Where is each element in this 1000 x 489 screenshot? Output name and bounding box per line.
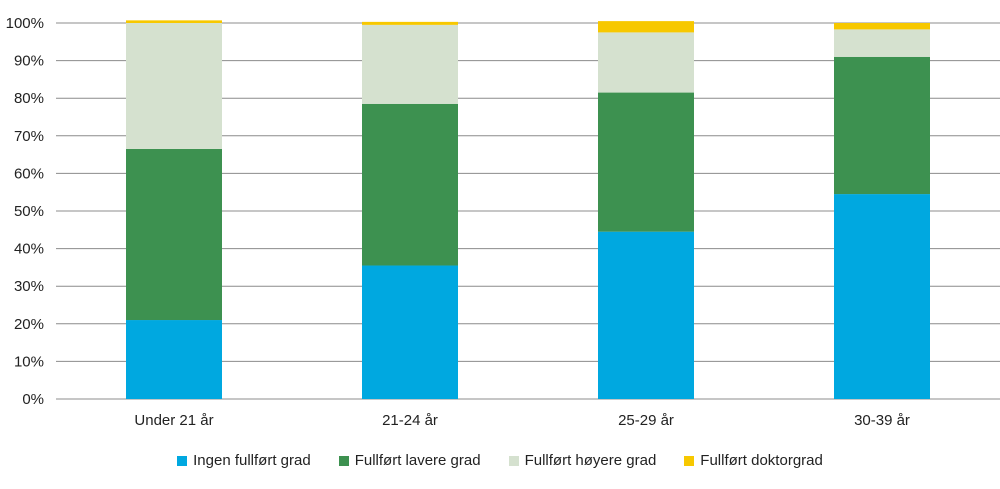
y-tick-label: 50% bbox=[14, 203, 44, 220]
bar-segment bbox=[362, 265, 458, 399]
legend-item-hoyere: Fullført høyere grad bbox=[508, 452, 657, 469]
bar-segment bbox=[362, 21, 458, 25]
y-tick-label: 80% bbox=[14, 90, 44, 107]
bar-segment bbox=[598, 231, 694, 399]
bar-segment bbox=[834, 23, 930, 30]
y-tick-label: 60% bbox=[14, 165, 44, 182]
legend: Ingen fullført grad Fullført lavere grad… bbox=[0, 452, 1000, 469]
bar-segment bbox=[126, 23, 222, 149]
legend-swatch-lavere bbox=[338, 455, 349, 466]
legend-swatch-hoyere bbox=[508, 455, 519, 466]
y-tick-label: 10% bbox=[14, 353, 44, 370]
bar-segment bbox=[362, 24, 458, 104]
bar-segment bbox=[834, 29, 930, 57]
legend-item-ingen: Ingen fullført grad bbox=[177, 452, 311, 469]
x-tick-label: 30-39 år bbox=[854, 412, 910, 429]
y-tick-label: 0% bbox=[22, 391, 44, 408]
y-tick-label: 90% bbox=[14, 53, 44, 70]
legend-label-hoyere: Fullført høyere grad bbox=[524, 452, 657, 469]
x-tick-label: Under 21 år bbox=[134, 412, 213, 429]
legend-label-lavere: Fullført lavere grad bbox=[354, 452, 481, 469]
bar-segment bbox=[834, 194, 930, 399]
legend-swatch-doktorgrad bbox=[684, 455, 695, 466]
y-tick-label: 30% bbox=[14, 278, 44, 295]
bar-segment bbox=[362, 103, 458, 266]
legend-label-doktorgrad: Fullført doktorgrad bbox=[700, 452, 823, 469]
legend-label-ingen: Ingen fullført grad bbox=[193, 452, 311, 469]
y-tick-label: 20% bbox=[14, 316, 44, 333]
bar-segment bbox=[598, 32, 694, 93]
x-tick-label: 25-29 år bbox=[618, 412, 674, 429]
bar-segment bbox=[598, 21, 694, 33]
legend-swatch-ingen bbox=[177, 455, 188, 466]
y-tick-label: 40% bbox=[14, 241, 44, 258]
bar-segment bbox=[834, 56, 930, 195]
bar-segment bbox=[126, 320, 222, 399]
stacked-bar-chart: 0% 10% 20% 30% 40% 50% 60% 70% 80% 90% 100% Under 2… bbox=[6, 15, 1000, 429]
y-tick-label: 100% bbox=[6, 15, 44, 32]
legend-item-lavere: Fullført lavere grad bbox=[338, 452, 481, 469]
x-tick-label: 21-24 år bbox=[382, 412, 438, 429]
bar-segment bbox=[126, 148, 222, 321]
bar-segment bbox=[126, 20, 222, 23]
bar-segment bbox=[598, 92, 694, 232]
legend-item-doktorgrad: Fullført doktorgrad bbox=[684, 452, 823, 469]
y-tick-label: 70% bbox=[14, 128, 44, 145]
